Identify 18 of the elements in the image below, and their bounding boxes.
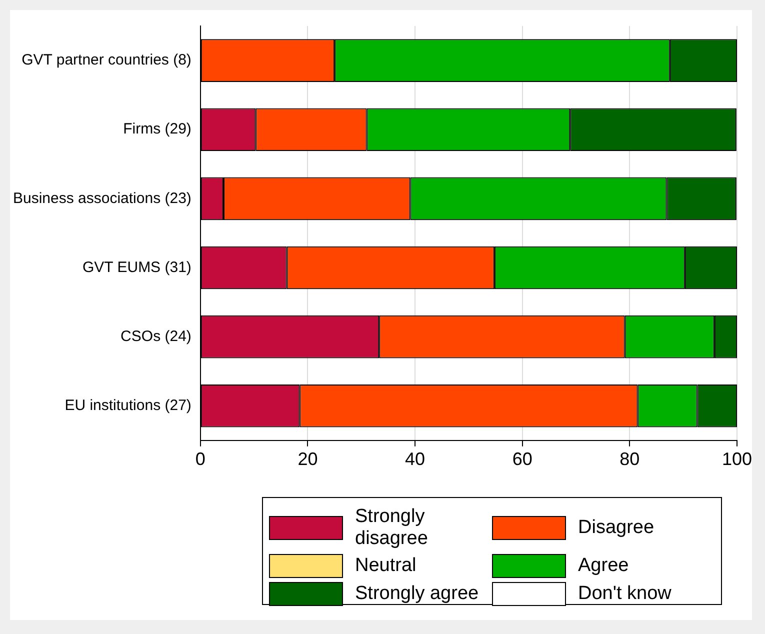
y-tick-label: Business associations (23): [12, 190, 192, 207]
legend-label: Disagree: [578, 517, 654, 539]
legend-label: Strongly agree: [355, 583, 479, 605]
legend-label: Agree: [578, 555, 629, 577]
x-tick-label: 80: [620, 449, 640, 470]
x-tick-label: 0: [195, 449, 206, 470]
y-tick-label: EU institutions (27): [64, 397, 192, 414]
x-tick-label: 40: [405, 449, 426, 470]
y-tick-label: GVT EUMS (31): [82, 258, 192, 276]
legend-label: Don't know: [578, 583, 672, 605]
legend-label: Neutral: [355, 555, 416, 577]
legend-label: Strongly disagree: [355, 506, 429, 550]
x-tick-label: 60: [512, 449, 532, 470]
y-tick-label: CSOs (24): [120, 328, 192, 345]
x-tick-label: 100: [722, 449, 752, 470]
x-tick-label: 20: [298, 449, 318, 470]
y-tick-label: GVT partner countries (8): [22, 52, 192, 69]
y-tick-label: Firms (29): [123, 120, 192, 138]
